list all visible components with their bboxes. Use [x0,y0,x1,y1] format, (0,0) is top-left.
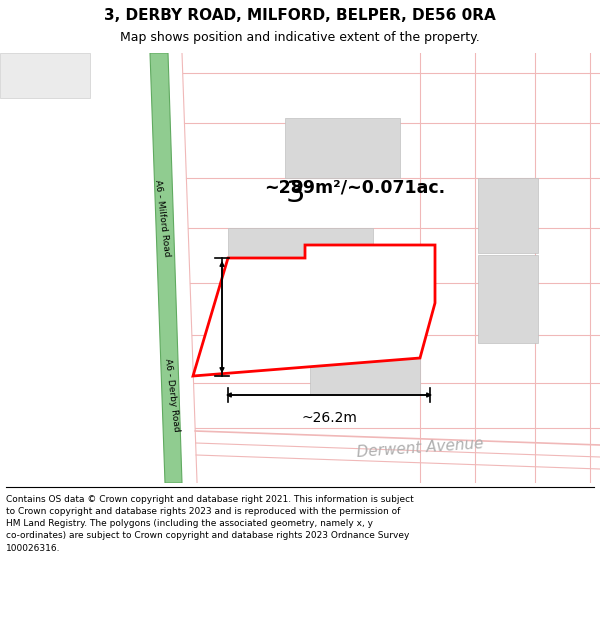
Bar [228,228,373,323]
Text: ~26.2m: ~26.2m [301,411,357,425]
Text: Contains OS data © Crown copyright and database right 2021. This information is : Contains OS data © Crown copyright and d… [6,495,414,552]
Text: A6 - Milford Road: A6 - Milford Road [153,179,171,257]
Text: Map shows position and indicative extent of the property.: Map shows position and indicative extent… [120,31,480,44]
Text: Derwent Avenue: Derwent Avenue [356,436,484,460]
Polygon shape [193,245,435,376]
Text: 3: 3 [285,179,305,208]
Bar [310,310,420,395]
Bar [478,255,538,343]
Text: A6 - Derby Road: A6 - Derby Road [163,358,181,432]
Bar [285,118,400,178]
Text: 3, DERBY ROAD, MILFORD, BELPER, DE56 0RA: 3, DERBY ROAD, MILFORD, BELPER, DE56 0RA [104,8,496,22]
Polygon shape [150,53,182,483]
Text: ~289m²/~0.071ac.: ~289m²/~0.071ac. [265,179,446,197]
Polygon shape [0,53,90,98]
Bar [478,178,538,253]
